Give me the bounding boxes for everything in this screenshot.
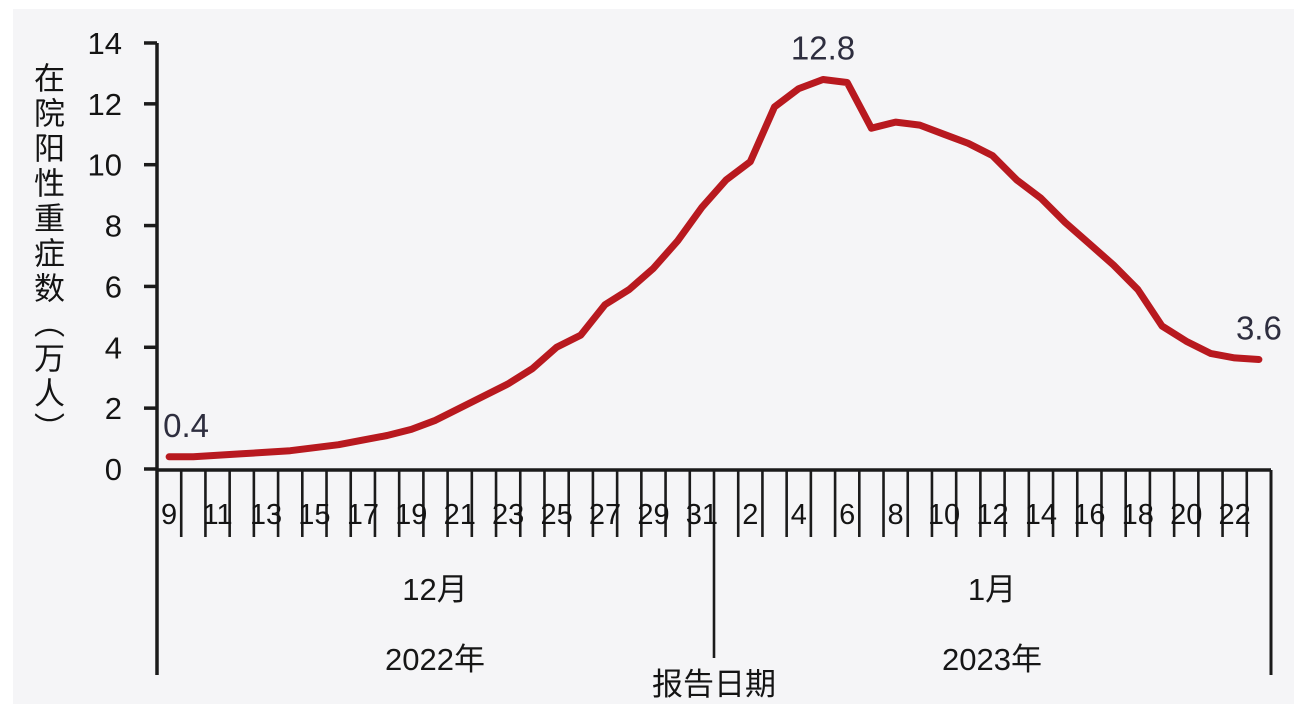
y-tick-label: 0 [105,452,122,487]
year-label-2022: 2022年 [385,642,485,677]
x-tick-label: 22 [1219,499,1251,531]
x-tick-label: 9 [161,499,177,531]
annotation-peak-value: 12.8 [791,29,855,66]
page-margin-top [0,0,1294,9]
x-tick-label: 4 [791,499,807,531]
x-axis-title: 报告日期 [652,667,776,702]
y-tick-label: 12 [88,87,122,122]
x-tick-label: 14 [1025,499,1057,531]
x-tick-label: 17 [347,499,379,531]
x-tick-label: 23 [492,499,524,531]
y-tick-label: 4 [105,330,122,365]
annotation-start-value: 0.4 [163,407,209,444]
y-tick-label: 14 [88,26,122,61]
y-axis-title: 在院阳性重症数（万人） [29,62,64,447]
month-label-january: 1月 [967,572,1017,607]
x-tick-label: 29 [637,499,669,531]
x-tick-label: 6 [839,499,855,531]
x-tick-label: 18 [1122,499,1154,531]
x-tick-label: 11 [202,499,232,531]
x-tick-label: 13 [250,499,282,531]
y-tick-label: 8 [105,209,122,244]
y-tick-label: 6 [105,269,122,304]
x-tick-label: 20 [1170,499,1202,531]
x-tick-label: 8 [888,499,904,531]
x-tick-label: 2 [742,499,758,531]
page-margin-left [0,0,13,704]
x-tick-label: 15 [298,499,330,531]
y-tick-label: 2 [105,391,122,426]
x-tick-label: 27 [589,499,621,531]
y-tick-label: 10 [88,148,122,183]
month-label-december: 12月 [402,572,468,607]
x-tick-label: 12 [976,499,1008,531]
x-tick-label: 25 [540,499,572,531]
series-line [165,76,1263,461]
annotation-end-value: 3.6 [1236,309,1282,346]
x-tick-label: 31 [686,499,718,531]
x-tick-label: 21 [444,499,476,531]
x-tick-label: 19 [395,499,427,531]
year-label-2023: 2023年 [942,642,1042,677]
x-tick-label: 16 [1073,499,1105,531]
x-tick-label: 10 [928,499,960,531]
